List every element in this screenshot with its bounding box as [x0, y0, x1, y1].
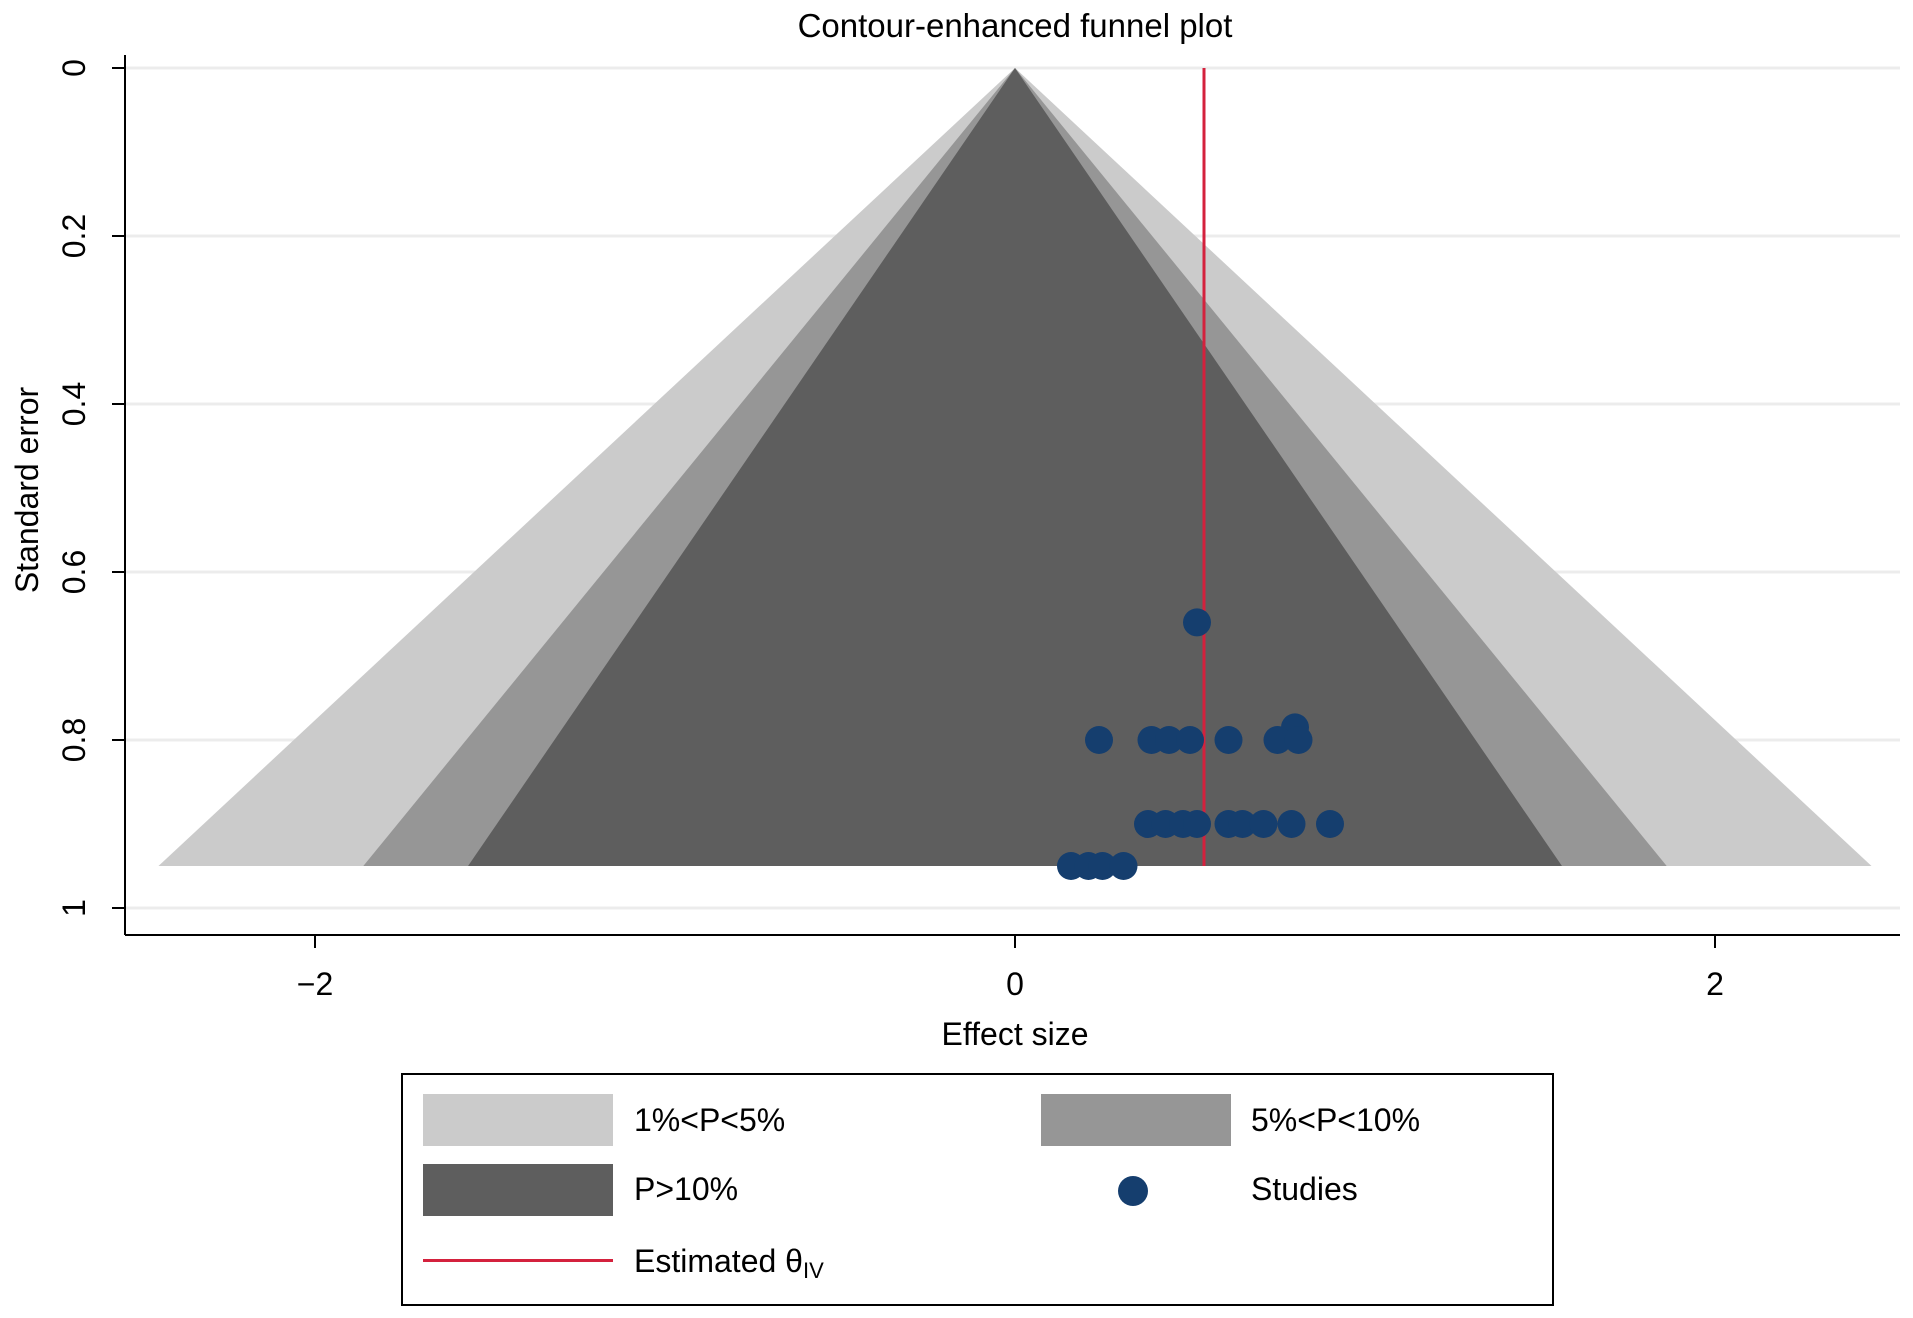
- study-point-7: [1214, 726, 1243, 754]
- study-point-18: [1316, 810, 1344, 838]
- y-axis-title: Standard error: [9, 386, 45, 593]
- x-tick-label-0: −2: [297, 966, 333, 1002]
- legend-label-gt10: P>10%: [634, 1171, 739, 1207]
- study-point-22: [1109, 852, 1138, 880]
- study-point-16: [1249, 810, 1278, 838]
- study-point-17: [1277, 810, 1306, 838]
- x-tick-label-2: 2: [1706, 966, 1724, 1002]
- study-point-5: [1155, 726, 1183, 754]
- study-point-13: [1183, 810, 1211, 838]
- chart-title: Contour-enhanced funnel plot: [798, 7, 1233, 44]
- x-axis-title: Effect size: [941, 1016, 1088, 1052]
- contour-regions: [158, 68, 1872, 866]
- y-tick-label-2: 0.4: [56, 382, 92, 426]
- legend-marker-studies: [1118, 1176, 1148, 1206]
- legend-label-5-10: 5%<P<10%: [1251, 1102, 1421, 1138]
- study-point-21: [1088, 852, 1117, 880]
- axes: [124, 55, 1900, 936]
- legend: 1%<P<5% 5%<P<10% P>10% Studies Estimated…: [401, 1073, 1554, 1306]
- legend-label-1-5: 1%<P<5%: [634, 1102, 786, 1138]
- y-tick-label-4: 0.8: [56, 718, 92, 762]
- legend-label-estimate-text: Estimated θ: [634, 1243, 803, 1279]
- legend-label-studies: Studies: [1251, 1171, 1358, 1207]
- x-ticks: −2 0 2: [297, 935, 1724, 1002]
- study-point-1: [1183, 608, 1211, 637]
- study-points: [1057, 608, 1344, 880]
- study-point-9: [1284, 726, 1313, 754]
- study-point-3: [1085, 726, 1113, 754]
- study-point-6: [1176, 726, 1204, 754]
- y-tick-label-5: 1: [56, 899, 92, 917]
- legend-swatch-gt10: [423, 1164, 613, 1216]
- y-tick-label-0: 0: [56, 59, 92, 77]
- study-point-15: [1228, 810, 1257, 838]
- legend-swatch-1-5: [423, 1094, 613, 1146]
- contour-region-3: [468, 68, 1562, 866]
- x-tick-label-1: 0: [1006, 966, 1024, 1002]
- y-ticks: 0 0.2 0.4 0.6 0.8 1: [56, 59, 125, 917]
- legend-label-estimate: Estimated θIV: [634, 1243, 824, 1284]
- legend-label-estimate-sub: IV: [802, 1258, 824, 1283]
- legend-line-estimate: [423, 1259, 613, 1262]
- y-tick-label-1: 0.2: [56, 214, 92, 258]
- legend-swatch-5-10: [1041, 1094, 1231, 1146]
- study-point-8: [1263, 726, 1292, 754]
- y-tick-label-3: 0.6: [56, 550, 92, 594]
